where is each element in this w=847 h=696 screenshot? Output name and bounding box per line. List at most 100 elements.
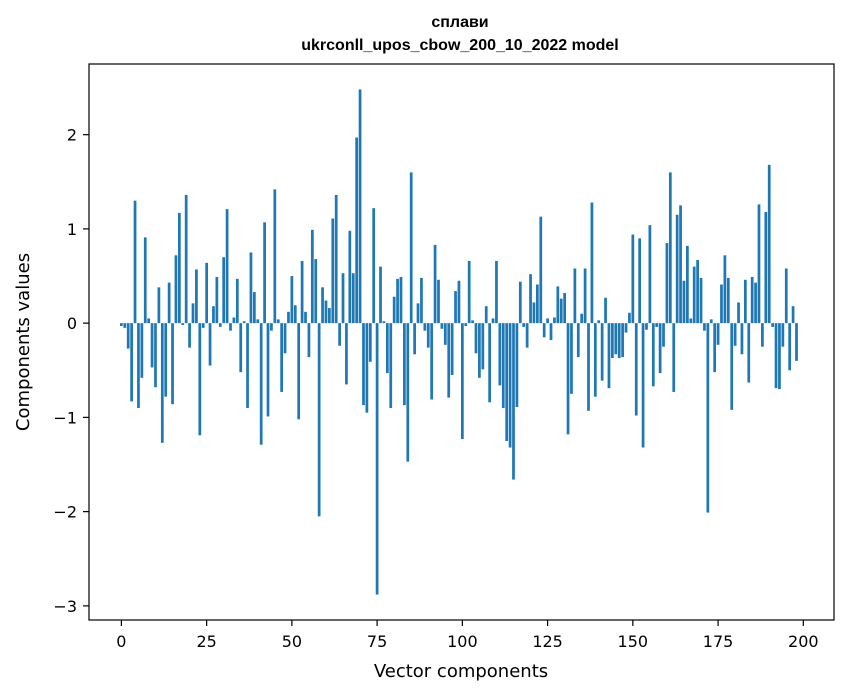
bar-6 [140, 323, 144, 378]
bar-124 [542, 323, 546, 338]
bar-146 [617, 323, 621, 359]
bar-32 [229, 323, 232, 331]
bar-151 [634, 323, 638, 416]
bar-196 [788, 323, 792, 371]
bar-120 [529, 274, 532, 324]
x-axis-label: Vector components [374, 661, 548, 682]
bar-84 [406, 323, 410, 462]
bar-165 [682, 280, 686, 324]
bar-112 [501, 323, 505, 408]
bar-2 [126, 323, 130, 349]
x-tick-label: 200 [788, 632, 819, 651]
bar-149 [628, 312, 631, 324]
bar-86 [413, 323, 416, 355]
bar-162 [672, 323, 676, 392]
bar-30 [222, 257, 226, 324]
bar-41 [259, 323, 263, 445]
bar-163 [675, 214, 679, 324]
bar-140 [597, 320, 601, 324]
bar-70 [358, 89, 362, 324]
x-tick-label: 125 [532, 632, 563, 651]
bar-22 [195, 269, 198, 324]
bar-117 [518, 281, 522, 324]
chart-title: сплави [431, 14, 488, 31]
bar-16 [174, 255, 178, 324]
bar-31 [225, 209, 229, 324]
bar-164 [679, 205, 682, 324]
bar-71 [362, 323, 365, 406]
bar-97 [450, 323, 454, 375]
bar-103 [471, 320, 474, 324]
bar-171 [703, 323, 706, 331]
bar-101 [464, 323, 468, 326]
bar-9 [150, 323, 154, 368]
bar-113 [505, 323, 509, 441]
bar-5 [137, 323, 140, 408]
bar-152 [638, 238, 642, 324]
bar-157 [655, 323, 659, 327]
bar-67 [348, 230, 352, 324]
bar-116 [515, 323, 519, 408]
bar-28 [215, 276, 219, 324]
bar-20 [188, 323, 191, 348]
x-tick-label: 175 [703, 632, 734, 651]
bar-15 [171, 323, 174, 405]
bar-98 [454, 291, 457, 324]
y-tick-label: 2 [67, 126, 77, 145]
bar-141 [600, 323, 604, 381]
bar-81 [396, 278, 399, 324]
bar-39 [253, 292, 256, 324]
bar-175 [716, 323, 720, 345]
bar-10 [154, 323, 157, 388]
x-tick-label: 25 [196, 632, 216, 651]
x-tick-label: 75 [367, 632, 387, 651]
y-axis-ticks: −3 −2 −1 0 1 2 [53, 126, 89, 616]
bar-68 [351, 273, 355, 324]
bar-91 [430, 323, 434, 400]
bar-131 [566, 323, 570, 435]
bar-66 [345, 323, 348, 385]
bar-108 [488, 323, 491, 403]
bar-133 [573, 268, 577, 324]
bar-100 [460, 323, 464, 440]
bar-25 [205, 262, 208, 324]
bar-24 [201, 323, 205, 328]
bar-72 [365, 323, 369, 413]
bar-90 [426, 323, 430, 348]
bar-62 [331, 218, 335, 324]
bar-29 [218, 323, 222, 327]
y-tick-label: 0 [67, 314, 77, 333]
x-tick-label: 100 [447, 632, 478, 651]
bar-53 [300, 260, 304, 324]
bar-179 [730, 323, 734, 410]
bar-130 [563, 293, 567, 324]
bar-192 [774, 323, 778, 389]
x-tick-label: 150 [618, 632, 649, 651]
bar-189 [764, 211, 768, 324]
bar-106 [481, 323, 485, 370]
bar-44 [270, 323, 273, 331]
y-tick-label: −1 [53, 408, 77, 427]
bar-54 [304, 311, 307, 324]
bar-76 [379, 266, 382, 324]
bar-181 [737, 302, 740, 324]
bar-83 [403, 323, 406, 406]
bar-64 [338, 323, 341, 346]
bar-154 [645, 323, 648, 330]
bar-56 [310, 229, 314, 324]
bar-35 [239, 323, 243, 373]
bar-57 [314, 259, 318, 324]
bar-69 [355, 137, 359, 324]
bar-36 [242, 321, 246, 324]
bar-195 [784, 268, 788, 324]
bar-92 [433, 244, 437, 324]
bar-176 [720, 284, 723, 324]
bar-190 [767, 164, 771, 324]
bar-34 [235, 278, 239, 324]
bar-61 [328, 308, 331, 324]
bar-58 [317, 323, 321, 517]
bar-65 [341, 273, 345, 324]
bar-42 [263, 222, 266, 324]
bar-40 [256, 319, 260, 324]
bar-127 [553, 317, 556, 324]
